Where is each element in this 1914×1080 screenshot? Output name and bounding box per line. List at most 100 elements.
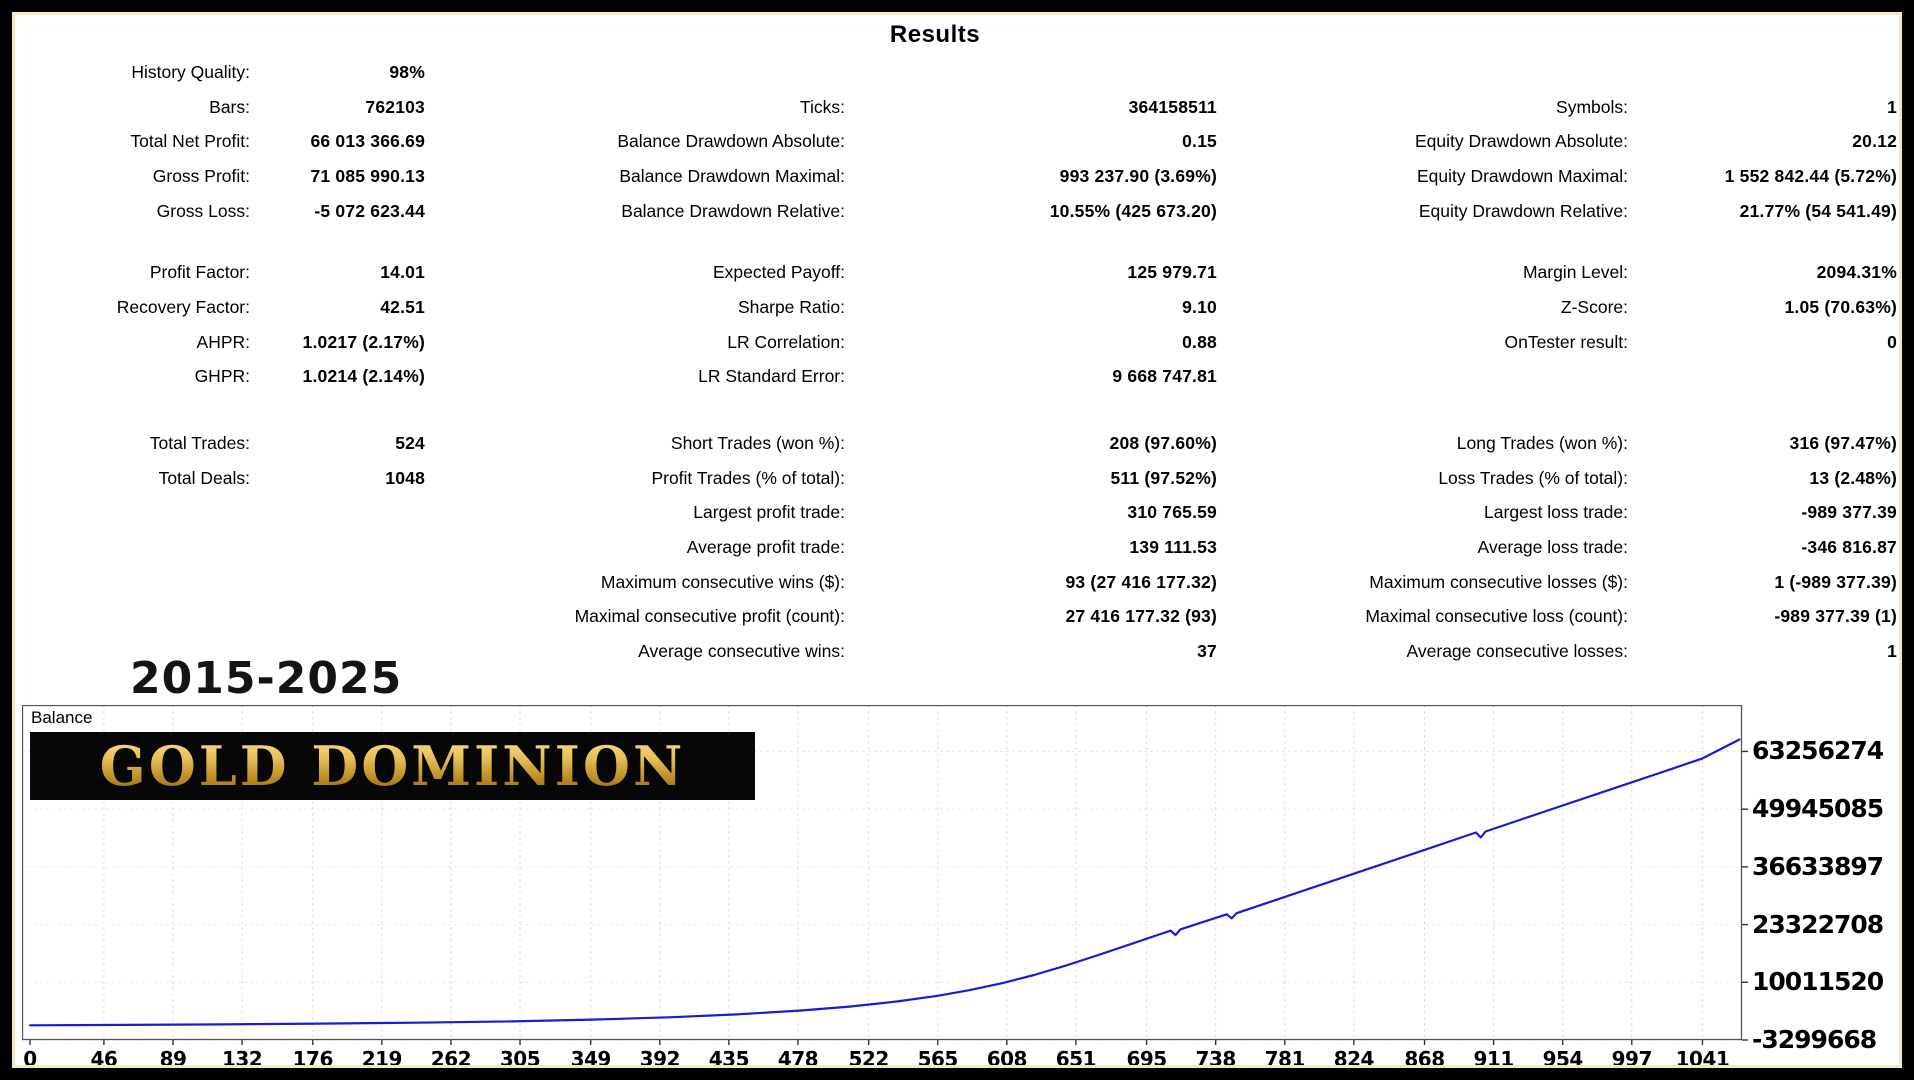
stat-value: 1048 xyxy=(385,467,425,488)
x-tick-label: 824 xyxy=(1333,1047,1375,1068)
results-row: Total Deals: 1048 Profit Trades (% of tota… xyxy=(15,461,1899,496)
x-tick-label: 478 xyxy=(777,1047,819,1068)
results-row: GHPR: 1.0214 (2.14%) LR Standard Error: 9 6… xyxy=(15,360,1899,395)
y-tick-label: 36633897 xyxy=(1752,851,1884,881)
x-tick-label: 89 xyxy=(159,1047,187,1068)
results-row: Maximum consecutive wins ($): 93 (27 416 … xyxy=(15,565,1899,600)
stat-label: Ticks: xyxy=(799,96,845,117)
x-tick-label: 954 xyxy=(1542,1047,1584,1068)
stat-label: Equity Drawdown Absolute: xyxy=(1414,131,1628,152)
stat-label: Total Net Profit: xyxy=(130,131,250,152)
stat-label: Recovery Factor: xyxy=(116,296,250,317)
results-row: Recovery Factor: 42.51 Sharpe Ratio: 9.10 Z-… xyxy=(15,290,1899,325)
x-tick-label: 219 xyxy=(361,1047,403,1068)
y-tick-label: 49945085 xyxy=(1752,794,1884,824)
stat-value: 524 xyxy=(395,433,425,454)
stat-value: 511 (97.52%) xyxy=(1110,467,1217,488)
x-tick-label: 435 xyxy=(708,1047,750,1068)
report-sheet: Results History Quality: 98% Bars: 762103 Ti… xyxy=(12,12,1902,1068)
x-tick-label: 695 xyxy=(1126,1047,1167,1068)
results-row: Average profit trade: 139 111.53 Average l… xyxy=(15,530,1899,565)
stat-value: 125 979.71 xyxy=(1127,262,1217,283)
stat-value: 208 (97.60%) xyxy=(1109,433,1217,454)
y-tick-label: 10011520 xyxy=(1752,967,1884,997)
stat-label: Maximal consecutive loss (count): xyxy=(1365,606,1628,627)
brand-text: GOLD DOMINION xyxy=(99,734,686,798)
stat-value: 9 668 747.81 xyxy=(1112,366,1217,387)
chart-plot xyxy=(22,705,1748,1045)
results-row: Largest profit trade: 310 765.59 Largest l… xyxy=(15,496,1899,531)
stat-value: 993 237.90 (3.69%) xyxy=(1059,165,1217,186)
stat-value: 98% xyxy=(389,61,425,82)
stat-label: History Quality: xyxy=(131,61,250,82)
stat-value: 27 416 177.32 (93) xyxy=(1065,606,1217,627)
y-tick-label: 63256274 xyxy=(1752,736,1884,766)
stat-label: Short Trades (won %): xyxy=(670,433,845,454)
stat-label: Profit Factor: xyxy=(149,262,250,283)
x-tick-label: 868 xyxy=(1404,1047,1445,1068)
stat-value: 1.05 (70.63%) xyxy=(1784,296,1897,317)
results-title: Results xyxy=(889,21,981,48)
x-tick-label: 46 xyxy=(90,1047,118,1068)
x-tick-label: 176 xyxy=(292,1047,334,1068)
stat-label: Profit Trades (% of total): xyxy=(651,467,845,488)
stat-label: Z-Score: xyxy=(1560,296,1628,317)
stat-value: 139 111.53 xyxy=(1129,537,1217,558)
results-row: Gross Profit: 71 085 990.13 Balance Drawdo… xyxy=(15,159,1899,194)
stat-value: -989 377.39 (1) xyxy=(1774,606,1897,627)
stat-value: 10.55% (425 673.20) xyxy=(1049,200,1217,221)
stat-label: AHPR: xyxy=(196,331,250,352)
stat-value: 1.0217 (2.17%) xyxy=(302,331,425,352)
stat-label: Expected Payoff: xyxy=(713,262,845,283)
stat-value: -989 377.39 xyxy=(1801,502,1897,523)
stat-value: 762103 xyxy=(365,96,425,117)
results-section-2: Profit Factor: 14.01 Expected Payoff: 125 9… xyxy=(15,255,1899,395)
stat-label: Maximum consecutive losses ($): xyxy=(1369,571,1628,592)
results-table: History Quality: 98% Bars: 762103 Ticks: 3641… xyxy=(15,55,1899,669)
x-tick-label: 305 xyxy=(499,1047,541,1068)
stat-value: 14.01 xyxy=(380,262,425,283)
stat-value: 42.51 xyxy=(380,296,425,317)
x-tick-label: 781 xyxy=(1264,1047,1306,1068)
stat-label: Symbols: xyxy=(1556,96,1628,117)
brand-banner: GOLD DOMINION xyxy=(30,732,755,800)
x-tick-label: 608 xyxy=(986,1047,1028,1068)
stat-value: 1 xyxy=(1887,641,1897,662)
results-row: Gross Loss: -5 072 623.44 Balance Drawdown… xyxy=(15,194,1899,229)
stat-value: -346 816.87 xyxy=(1801,537,1897,558)
stat-label: Equity Drawdown Maximal: xyxy=(1416,165,1628,186)
results-section-1: History Quality: 98% Bars: 762103 Ticks: 3641… xyxy=(15,55,1899,229)
results-row: Total Trades: 524 Short Trades (won %): 208… xyxy=(15,426,1899,461)
stat-label: Maximal consecutive profit (count): xyxy=(574,606,845,627)
results-row: Bars: 762103 Ticks: 364158511 Symbols: 1 xyxy=(15,90,1899,125)
stat-label: GHPR: xyxy=(194,366,250,387)
x-tick-label: 738 xyxy=(1195,1047,1237,1068)
stat-label: OnTester result: xyxy=(1504,331,1628,352)
x-tick-label: 651 xyxy=(1055,1047,1097,1068)
stat-value: 13 (2.48%) xyxy=(1809,467,1897,488)
stat-label: Maximum consecutive wins ($): xyxy=(600,571,845,592)
stat-label: Bars: xyxy=(209,96,250,117)
stat-value: 1 (-989 377.39) xyxy=(1774,571,1897,592)
results-row: Average consecutive wins: 37 Average conse… xyxy=(15,634,1899,669)
stat-value: 37 xyxy=(1197,641,1217,662)
stat-label: Average loss trade: xyxy=(1477,537,1628,558)
stat-label: Average consecutive wins: xyxy=(638,641,845,662)
stat-label: Largest profit trade: xyxy=(693,502,845,523)
stat-value: 9.10 xyxy=(1182,296,1217,317)
stat-label: Total Deals: xyxy=(158,467,250,488)
y-tick-label: -3299668 xyxy=(1752,1025,1877,1054)
stat-value: 93 (27 416 177.32) xyxy=(1065,571,1217,592)
stat-value: 310 765.59 xyxy=(1127,502,1217,523)
stat-value: 71 085 990.13 xyxy=(310,165,425,186)
stat-label: LR Correlation: xyxy=(727,331,845,352)
stat-value: 0 xyxy=(1887,331,1897,352)
stat-value: 0.15 xyxy=(1182,131,1217,152)
stat-label: Balance Drawdown Maximal: xyxy=(619,165,845,186)
x-tick-label: 522 xyxy=(848,1047,890,1068)
results-row: History Quality: 98% xyxy=(15,55,1899,90)
stat-value: 21.77% (54 541.49) xyxy=(1739,200,1897,221)
x-tick-label: 132 xyxy=(221,1047,263,1068)
results-row: Profit Factor: 14.01 Expected Payoff: 125 9… xyxy=(15,255,1899,290)
stat-value: 1.0214 (2.14%) xyxy=(302,366,425,387)
